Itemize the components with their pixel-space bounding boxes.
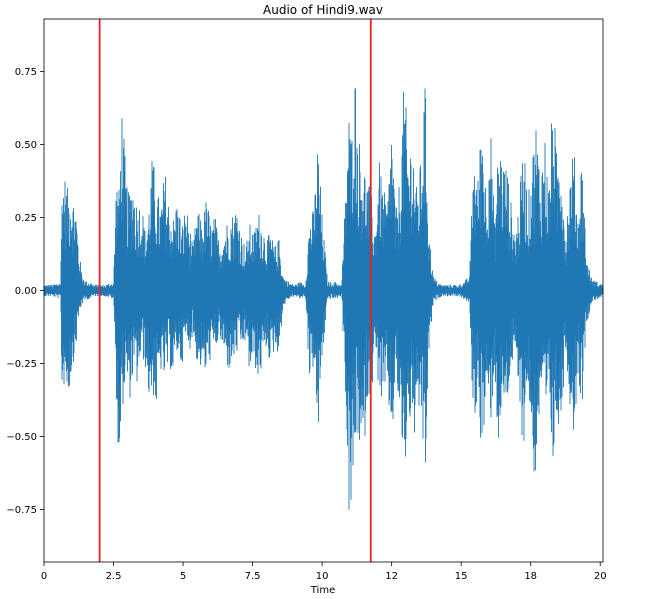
y-tick-label: 0.25 <box>15 213 37 224</box>
plot-area <box>43 19 604 562</box>
y-tick-label: 0.50 <box>15 140 37 151</box>
y-tick-label: −0.50 <box>6 432 37 443</box>
waveform-line <box>43 88 604 510</box>
x-tick-label: 10 <box>316 571 329 582</box>
y-tick-label: 0.75 <box>15 67 37 78</box>
x-tick-label: 20 <box>594 571 607 582</box>
waveform-series <box>43 88 604 510</box>
y-tick-label: 0.00 <box>15 286 37 297</box>
axis-ticks: 0 2.5 5 7.5 10 12 15 18 20 0.75 0.50 0.25 0.00 −0.25 −… <box>6 67 606 582</box>
x-tick-label: 5 <box>180 571 186 582</box>
y-tick-label: −0.25 <box>6 359 37 370</box>
x-axis-label: Time <box>310 585 335 596</box>
x-tick-label: 15 <box>455 571 468 582</box>
x-tick-label: 18 <box>524 571 537 582</box>
x-tick-label: 7.5 <box>245 571 261 582</box>
x-tick-label: 0 <box>41 571 47 582</box>
y-tick-label: −0.75 <box>6 505 37 516</box>
x-tick-label: 2.5 <box>106 571 122 582</box>
chart-title: Audio of Hindi9.wav <box>263 3 383 17</box>
x-tick-label: 12 <box>385 571 398 582</box>
